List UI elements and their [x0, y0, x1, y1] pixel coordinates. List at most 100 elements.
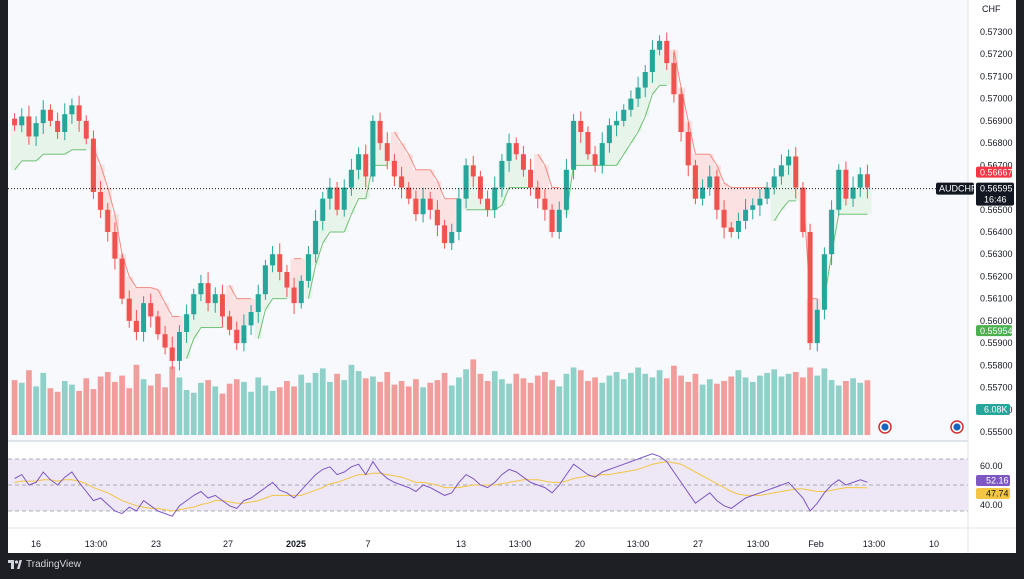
- supertrend-fill: [469, 176, 478, 210]
- candle: [829, 200, 835, 266]
- volume-bar: [155, 373, 161, 435]
- candle: [628, 90, 634, 117]
- supertrend-line: [401, 142, 410, 155]
- candle: [692, 159, 698, 205]
- candle: [764, 182, 770, 205]
- volume-bar: [420, 387, 426, 435]
- economic-event-icon[interactable]: [878, 420, 892, 434]
- candles-layer: [12, 32, 870, 371]
- supertrend-fill: [333, 209, 342, 232]
- price-axis[interactable]: 0.57300 0.57200 0.57100 0.57000 0.56900 0.568…: [980, 27, 1013, 437]
- price-tick-label: 0.56900: [980, 116, 1013, 126]
- volume-bar: [807, 367, 813, 435]
- price-tick-label: 0.55500: [980, 427, 1013, 437]
- supertrend-fill: [620, 109, 628, 155]
- candle: [542, 189, 548, 221]
- candle: [391, 154, 397, 186]
- price-tick-label: 0.56000: [980, 316, 1013, 326]
- candle: [112, 222, 118, 270]
- supertrend-line: [429, 169, 438, 182]
- price-tick-label: 0.56800: [980, 138, 1013, 148]
- supertrend-fill: [555, 187, 564, 210]
- time-tick-label: 13:00: [85, 539, 108, 549]
- supertrend-fill: [405, 154, 413, 199]
- candle: [176, 325, 182, 371]
- chart-svg[interactable]: 0.57300 0.57200 0.57100 0.57000 0.56900 0.568…: [8, 0, 1016, 553]
- volume-bar: [198, 382, 204, 435]
- candle: [212, 287, 218, 313]
- volume-bar: [212, 386, 219, 435]
- candle: [442, 219, 448, 249]
- candle: [821, 247, 827, 320]
- candle: [234, 321, 240, 350]
- candle: [836, 164, 842, 216]
- volume-bar: [140, 379, 147, 435]
- supertrend-line: [164, 302, 173, 317]
- supertrend-line: [186, 338, 195, 359]
- supertrend-fill: [132, 287, 141, 332]
- supertrend-fill: [534, 154, 542, 199]
- price-tick-label: 0.55700: [980, 383, 1013, 393]
- candle: [141, 296, 147, 342]
- supertrend-fill: [613, 120, 621, 166]
- svg-text:0.56595: 0.56595: [980, 184, 1013, 194]
- supertrend-line: [150, 287, 159, 291]
- candle: [241, 314, 247, 352]
- supertrend-fill: [448, 198, 456, 232]
- price-tick-label: 0.56700: [980, 160, 1013, 170]
- volume-bar: [319, 368, 326, 435]
- supertrend-line: [128, 276, 137, 288]
- price-tick-label: 0.56100: [980, 294, 1013, 304]
- candle: [40, 100, 46, 134]
- supertrend-fill: [269, 254, 277, 299]
- candle: [814, 298, 820, 352]
- candle: [420, 187, 426, 223]
- supertrend-fill: [734, 187, 743, 221]
- candle: [105, 202, 111, 242]
- candle: [750, 198, 756, 220]
- supertrend-fill: [706, 154, 714, 177]
- candle: [90, 130, 96, 199]
- candle: [284, 265, 290, 298]
- volume-bar: [312, 372, 319, 435]
- price-pane[interactable]: [8, 0, 968, 440]
- supertrend-line: [623, 142, 632, 155]
- volume-bar: [549, 380, 555, 435]
- candle: [320, 191, 326, 231]
- supertrend-line: [781, 200, 789, 211]
- volume-bar: [133, 364, 140, 435]
- price-tick-label: 0.56400: [980, 227, 1013, 237]
- supertrend-line: [644, 94, 653, 117]
- supertrend-line: [14, 160, 23, 171]
- volume-bar: [463, 369, 469, 435]
- volume-bar: [291, 386, 297, 435]
- volume-bar: [169, 366, 176, 435]
- candle: [298, 275, 304, 309]
- volume-bar: [391, 384, 398, 435]
- candle: [119, 253, 125, 305]
- supertrend-line: [114, 214, 123, 255]
- supertrend-line: [501, 187, 510, 206]
- tradingview-logo[interactable]: TradingView: [8, 559, 81, 570]
- svg-text:AUDCHF: AUDCHF: [939, 184, 977, 194]
- volume-bar: [18, 382, 25, 435]
- rsi-lower-tick: 40.00: [980, 500, 1003, 510]
- volume-bar: [40, 372, 47, 435]
- candle: [793, 146, 799, 199]
- supertrend-line: [307, 265, 317, 299]
- supertrend-upper-badge: 0.56667: [976, 166, 1013, 178]
- supertrend-fill: [584, 154, 592, 166]
- candle: [635, 76, 641, 107]
- supertrend-fill: [362, 176, 370, 199]
- volume-bar: [90, 389, 97, 435]
- rsi-line: [14, 453, 868, 517]
- candle: [55, 112, 61, 139]
- supertrend-line: [343, 214, 352, 233]
- time-axis[interactable]: 16 13:00 23 27 2025 7 13 13:00 20 13:00 27 13:00 Feb…: [31, 539, 939, 549]
- candle: [370, 115, 376, 182]
- supertrend-fill: [663, 63, 671, 86]
- candle: [47, 104, 53, 127]
- rsi-layer: [8, 453, 968, 517]
- volume-bar: [506, 383, 512, 435]
- economic-event-icon[interactable]: [950, 420, 964, 434]
